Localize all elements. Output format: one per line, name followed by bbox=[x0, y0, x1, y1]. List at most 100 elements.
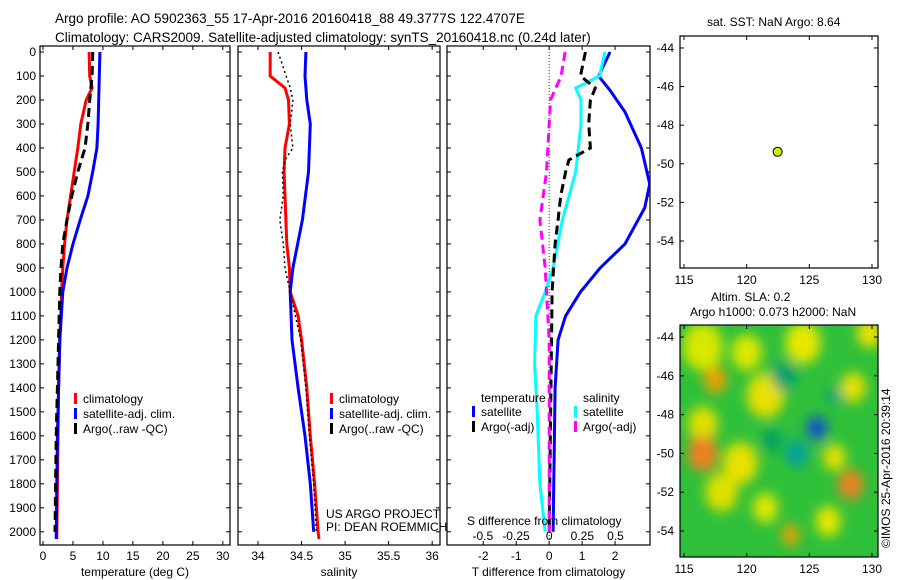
y-tick-label: 1700 bbox=[9, 453, 36, 467]
y-tick-label: 600 bbox=[16, 189, 36, 203]
y-tick-label: -52 bbox=[657, 485, 675, 499]
y-tick-label: -46 bbox=[657, 80, 675, 94]
heatmap-anomaly-cell bbox=[687, 435, 718, 472]
salinity-series-climatology bbox=[268, 52, 321, 540]
heatmap-anomaly-cell bbox=[838, 469, 864, 500]
y-tick-label: 1100 bbox=[10, 309, 36, 323]
sla-map-frame bbox=[679, 324, 879, 558]
legend-swatch bbox=[472, 421, 475, 432]
difference-series-t-argo-adj- bbox=[547, 51, 598, 532]
temperature-series-group bbox=[53, 51, 102, 540]
x-tick-label: 1 bbox=[579, 549, 586, 563]
legend-label: satellite bbox=[481, 405, 522, 419]
argo-float-position-marker bbox=[772, 146, 783, 157]
legend-swatch bbox=[74, 393, 77, 404]
heatmap-blobs bbox=[682, 325, 878, 546]
y-tick-label: 1600 bbox=[9, 429, 36, 443]
heatmap-anomaly-cell bbox=[823, 443, 846, 471]
salinity-series-group bbox=[268, 51, 321, 540]
heatmap-anomaly-cell bbox=[785, 325, 821, 364]
sst-map-panel: sat. SST: NaN Argo: 8.64 115 120 125 130 -44 -… bbox=[657, 15, 883, 287]
legend-label: climatology bbox=[339, 392, 399, 406]
y-tick-label: -48 bbox=[657, 408, 675, 422]
x-tick-label: 35 bbox=[338, 549, 352, 563]
figure-title-line2: Climatology: CARS2009. Satellite-adjuste… bbox=[55, 30, 591, 45]
x-tick-label: 20 bbox=[156, 549, 170, 563]
legend-label: satellite bbox=[583, 405, 624, 419]
x-tick-label: 0 bbox=[546, 549, 553, 563]
x-tick-label: 34 bbox=[251, 549, 265, 563]
x-axis-label: salinity bbox=[321, 565, 358, 579]
temperature-panel: 0 5 10 15 20 25 300100200300400500600700800900… bbox=[9, 45, 230, 579]
sst-map-title: sat. SST: NaN Argo: 8.64 bbox=[707, 15, 841, 29]
credit-project: US ARGO PROJECT bbox=[326, 507, 441, 521]
y-tick-label: 700 bbox=[16, 213, 36, 227]
sla-title-line2: Argo h1000: 0.073 h2000: NaN bbox=[690, 305, 856, 319]
sla-title-line1: Altim. SLA: 0.2 bbox=[711, 290, 791, 304]
x-tick-label: 130 bbox=[862, 273, 882, 287]
y-tick-label: 100 bbox=[16, 69, 36, 83]
x-tick-label: -2 bbox=[478, 549, 489, 563]
x-axis-label: temperature (deg C) bbox=[81, 565, 189, 579]
heatmap-anomaly-cell bbox=[771, 360, 797, 391]
heatmap-anomaly-cell bbox=[840, 372, 866, 403]
y-tick-label: 1400 bbox=[9, 381, 36, 395]
x2-tick-label: 0.25 bbox=[571, 529, 595, 543]
x-tick-label: 2 bbox=[612, 549, 619, 563]
legend-swatch bbox=[74, 408, 77, 419]
x-tick-label: -1 bbox=[511, 549, 522, 563]
heatmap-anomaly-cell bbox=[687, 406, 718, 443]
y-tick-label: -50 bbox=[657, 446, 675, 460]
difference-series-s-argo-adj- bbox=[538, 51, 567, 532]
x2-tick-label: -0.5 bbox=[472, 529, 493, 543]
credit-pi: PI: DEAN ROEMMICH bbox=[326, 520, 447, 534]
legend-header-temperature: temperature bbox=[481, 391, 546, 405]
y-tick-label: -50 bbox=[657, 157, 675, 171]
x-tick-label: 120 bbox=[737, 562, 757, 576]
y-tick-label: 2000 bbox=[9, 525, 36, 539]
y-tick-label: 1500 bbox=[9, 405, 36, 419]
x-tick-label: 125 bbox=[799, 562, 819, 576]
y-tick-label: -52 bbox=[657, 195, 675, 209]
legend-swatch bbox=[574, 421, 577, 432]
heatmap-anomaly-cell bbox=[682, 325, 723, 371]
y-tick-label: 200 bbox=[16, 93, 36, 107]
difference-series-group bbox=[533, 46, 650, 545]
y-tick-label: 800 bbox=[16, 237, 36, 251]
sst-map-frame bbox=[679, 35, 879, 269]
figure-title-line1: Argo profile: AO 5902363_55 17-Apr-2016 … bbox=[55, 11, 525, 26]
y-tick-label: -54 bbox=[657, 234, 675, 248]
x-tick-label: 36 bbox=[425, 549, 439, 563]
heatmap-anomaly-cell bbox=[781, 524, 800, 546]
y-tick-label: 1900 bbox=[9, 501, 36, 515]
legend-label: Argo(-adj) bbox=[481, 420, 534, 434]
x-tick-label: 34.5 bbox=[290, 549, 314, 563]
heatmap-anomaly-cell bbox=[806, 416, 827, 441]
x-tick-label: 0 bbox=[40, 549, 47, 563]
temperature-series-satellite-adj-clim- bbox=[54, 51, 102, 540]
x-tick-label: 5 bbox=[70, 549, 77, 563]
y-tick-label: 300 bbox=[16, 117, 36, 131]
legend-label: climatology bbox=[83, 392, 143, 406]
x-tick-label: 125 bbox=[799, 273, 819, 287]
heatmap-anomaly-cell bbox=[761, 427, 782, 452]
y-tick-label: 500 bbox=[16, 165, 36, 179]
salinity-series-argo-raw-qc- bbox=[277, 51, 318, 532]
legend-swatch bbox=[330, 408, 333, 419]
x2-axis-label: S difference from climatology bbox=[467, 514, 622, 528]
legend-label: Argo(..raw -QC) bbox=[339, 422, 424, 436]
y-tick-label: 1200 bbox=[9, 333, 36, 347]
x-axis-label: T difference from climatology bbox=[472, 565, 626, 579]
heatmap-anomaly-cell bbox=[826, 386, 842, 405]
legend-swatch bbox=[74, 423, 77, 434]
x2-tick-label: 0.5 bbox=[607, 529, 624, 543]
heatmap-anomaly-cell bbox=[785, 439, 809, 467]
heatmap-anomaly-cell bbox=[705, 472, 738, 512]
heatmap-anomaly-cell bbox=[752, 492, 778, 523]
x-tick-label: 10 bbox=[96, 549, 110, 563]
legend-header-salinity: salinity bbox=[583, 391, 620, 405]
heatmap-anomaly-cell bbox=[815, 506, 841, 537]
sla-heatmap bbox=[680, 325, 878, 557]
salinity-frame bbox=[237, 45, 441, 546]
y-tick-label: -48 bbox=[657, 118, 675, 132]
